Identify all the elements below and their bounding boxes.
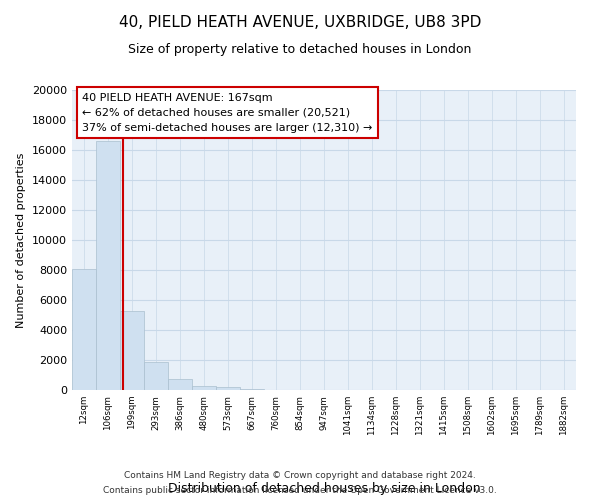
Bar: [240, 388, 264, 390]
X-axis label: Distribution of detached houses by size in London: Distribution of detached houses by size …: [167, 482, 481, 496]
Text: Contains HM Land Registry data © Crown copyright and database right 2024.: Contains HM Land Registry data © Crown c…: [124, 471, 476, 480]
Bar: [96, 141, 120, 390]
Bar: [120, 310, 144, 390]
Text: 40, PIELD HEATH AVENUE, UXBRIDGE, UB8 3PD: 40, PIELD HEATH AVENUE, UXBRIDGE, UB8 3P…: [119, 15, 481, 30]
Bar: [72, 268, 96, 390]
Bar: [192, 386, 216, 390]
Text: Size of property relative to detached houses in London: Size of property relative to detached ho…: [128, 42, 472, 56]
Bar: [168, 379, 192, 390]
Bar: [216, 387, 240, 390]
Y-axis label: Number of detached properties: Number of detached properties: [16, 152, 26, 328]
Text: Contains public sector information licensed under the Open Government Licence v3: Contains public sector information licen…: [103, 486, 497, 495]
Bar: [144, 362, 168, 390]
Text: 40 PIELD HEATH AVENUE: 167sqm
← 62% of detached houses are smaller (20,521)
37% : 40 PIELD HEATH AVENUE: 167sqm ← 62% of d…: [82, 93, 373, 132]
